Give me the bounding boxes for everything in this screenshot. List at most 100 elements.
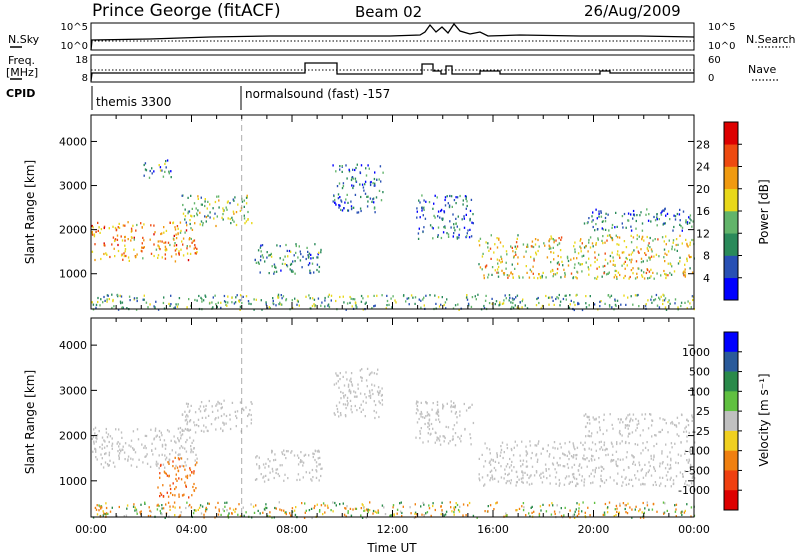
echo-cell xyxy=(205,426,207,429)
echo-cell xyxy=(568,452,571,455)
echo-cell xyxy=(677,306,679,309)
echo-cell xyxy=(440,513,442,516)
echo-cell xyxy=(656,272,658,275)
echo-cell xyxy=(120,254,123,257)
echo-cell xyxy=(624,507,626,511)
echo-cell xyxy=(583,454,585,457)
echo-cell xyxy=(503,477,505,480)
echo-cell xyxy=(217,301,219,304)
echo-cell xyxy=(636,276,638,279)
echo-cell xyxy=(305,257,307,261)
echo-cell xyxy=(175,303,177,306)
echo-region xyxy=(478,440,696,488)
echo-cell xyxy=(231,296,233,299)
echo-cell xyxy=(121,436,123,439)
echo-cell xyxy=(177,232,179,235)
echo-cell xyxy=(563,465,566,468)
echo-cell xyxy=(255,504,257,507)
echo-cell xyxy=(591,459,593,462)
echo-cell xyxy=(551,237,553,240)
echo-cell xyxy=(283,449,285,452)
echo-cell xyxy=(245,295,248,298)
echo-cell xyxy=(245,511,247,514)
echo-cell xyxy=(450,195,453,198)
echo-cell xyxy=(103,225,106,228)
echo-cell xyxy=(154,429,157,432)
echo-cell xyxy=(188,210,191,213)
echo-cell xyxy=(616,253,619,256)
echo-cell xyxy=(102,301,104,304)
echo-cell xyxy=(334,201,336,204)
echo-cell xyxy=(255,456,257,459)
echo-cell xyxy=(186,474,189,477)
echo-cell xyxy=(592,455,594,458)
echo-cell xyxy=(688,431,690,434)
echo-cell xyxy=(526,245,528,248)
echo-cell xyxy=(347,201,349,204)
echo-cell xyxy=(339,196,341,199)
echo-cell xyxy=(517,262,519,265)
echo-cell xyxy=(517,256,519,259)
echo-cell xyxy=(172,482,174,485)
echo-cell xyxy=(339,165,341,168)
echo-cell xyxy=(594,468,596,472)
echo-cell xyxy=(573,516,576,519)
echo-cell xyxy=(554,512,556,516)
echo-cell xyxy=(205,220,207,223)
echo-cell xyxy=(257,249,260,252)
echo-cell xyxy=(602,265,604,268)
echo-cell xyxy=(496,501,498,504)
echo-cell xyxy=(560,507,562,510)
echo-cell xyxy=(611,459,614,462)
echo-cell xyxy=(101,443,103,446)
echo-cell xyxy=(271,516,273,519)
echo-cell xyxy=(312,452,314,455)
echo-cell xyxy=(521,440,523,443)
echo-cell xyxy=(343,384,346,387)
echo-cell xyxy=(157,244,159,247)
echo-cell xyxy=(470,443,472,446)
echo-cell xyxy=(628,482,630,486)
echo-cell xyxy=(333,383,336,386)
echo-cell xyxy=(270,252,272,255)
echo-cell xyxy=(640,261,643,264)
echo-cell xyxy=(184,447,186,450)
y-tick-label: 1000 xyxy=(59,475,87,488)
echo-cell xyxy=(561,260,563,263)
echo-cell xyxy=(281,303,283,306)
echo-cell xyxy=(224,501,226,504)
echo-cell xyxy=(581,475,583,478)
echo-cell xyxy=(624,441,627,445)
echo-cell xyxy=(485,264,488,267)
echo-cell xyxy=(541,304,544,307)
echo-cell xyxy=(529,444,532,447)
echo-cell xyxy=(192,451,194,454)
echo-cell xyxy=(203,405,205,408)
echo-cell xyxy=(518,276,521,279)
echo-cell xyxy=(617,250,619,253)
echo-cell xyxy=(577,262,580,265)
echo-cell xyxy=(373,409,375,413)
echo-cell xyxy=(679,260,681,263)
echo-cell xyxy=(596,277,598,280)
echo-cell xyxy=(177,437,179,440)
echo-cell xyxy=(675,243,677,247)
echo-cell xyxy=(608,271,610,274)
echo-cell xyxy=(632,303,634,306)
echo-cell xyxy=(626,424,628,427)
echo-cell xyxy=(366,205,369,208)
echo-cell xyxy=(205,404,207,407)
echo-cell xyxy=(378,400,380,403)
echo-cell xyxy=(515,296,517,299)
echo-cell xyxy=(167,495,170,498)
echo-cell xyxy=(170,255,173,258)
echo-cell xyxy=(350,205,353,208)
echo-cell xyxy=(658,218,660,221)
echo-cell xyxy=(317,256,319,259)
echo-cell xyxy=(661,476,664,479)
echo-cell xyxy=(184,218,186,221)
echo-cell xyxy=(564,294,566,297)
echo-cell xyxy=(213,217,215,220)
echo-cell xyxy=(573,463,576,466)
echo-cell xyxy=(569,481,571,484)
